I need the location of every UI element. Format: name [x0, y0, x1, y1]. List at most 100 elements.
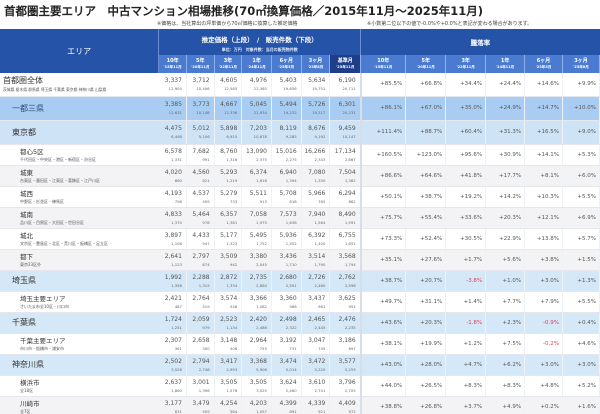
price-value: 6,301 — [338, 101, 356, 108]
listing-count: 765 — [318, 198, 326, 204]
price-value: 2,498 — [279, 315, 297, 323]
price-cell: 4,020 860 — [158, 165, 187, 187]
table-row: 横浜市 全18区 2,637 1,860 3,001 1,396 3,505 1,576 3,5… — [0, 375, 600, 397]
listing-count: 942 — [230, 261, 238, 267]
price-value: 4,605 — [220, 77, 238, 85]
listing-count: 495 — [202, 198, 210, 204]
listing-count: 9,192 — [314, 134, 326, 139]
price-note: ※価格は、当社算出の坪単価から70㎡価格に換算した推定価格 — [157, 21, 298, 27]
price-cell: 5,403 19,656 — [271, 73, 302, 97]
area-name: 城南 — [20, 211, 33, 219]
area-name: 城東 — [20, 169, 33, 177]
price-value: 4,976 — [249, 77, 267, 85]
change-rate-cell: +24.9% — [485, 96, 526, 121]
price-cell: 8,119 9,285 — [271, 120, 302, 145]
change-rate-cell: +1.2% — [445, 333, 487, 355]
area-name: 城西 — [20, 190, 33, 198]
change-rate-cell: +3.0% — [524, 354, 563, 376]
listing-count: 1,082 — [256, 303, 267, 309]
area-subtitle: 茨城県 栃木県 群馬県 埼玉県 千葉県 東京都 神奈川県 山梨県 — [3, 87, 107, 93]
area-cell: 埼玉県 — [0, 270, 159, 292]
listing-count: 2,486 — [256, 324, 267, 330]
area-header: エリア — [0, 29, 160, 73]
listing-count: 6,915 — [226, 134, 238, 139]
price-cell: 2,465 2,445 — [301, 312, 331, 334]
price-cell: 4,560 821 — [186, 165, 215, 187]
listing-count: 2,953 — [226, 366, 238, 372]
area-cell: 東京都 — [0, 120, 159, 145]
rate-col-header: 3年 '22年11月 — [445, 55, 487, 73]
price-value: 3,047 — [308, 336, 326, 344]
price-value: 6,578 — [164, 147, 182, 155]
price-value: 2,523 — [220, 315, 238, 323]
price-cell: 6,392 1,400 — [301, 228, 331, 250]
change-rate-cell: +86.6% — [360, 165, 407, 187]
change-rate-cell: +1.5% — [562, 249, 600, 271]
price-cell: 3,337 12,904 — [158, 73, 187, 97]
listing-count: 1,251 — [171, 324, 182, 330]
change-rate-cell: +9.0% — [562, 120, 600, 145]
price-value: 8,490 — [338, 210, 356, 218]
change-rate-cell: +26.8% — [405, 396, 447, 414]
area-name: 都心5区 — [20, 148, 44, 156]
listing-count: 1,381 — [226, 219, 238, 225]
area-cell: 城東 台東区・墨田区・江東区・葛飾区・江戸川区 — [0, 165, 159, 187]
price-value: 3,177 — [164, 399, 182, 407]
price-cell: 8,676 9,192 — [301, 120, 331, 145]
price-cell: 3,192 731 — [271, 333, 302, 355]
price-cell: 5,177 1,323 — [214, 228, 243, 250]
listing-count: 1,330 — [314, 177, 326, 183]
price-value: 3,368 — [249, 357, 267, 365]
price-value: 4,560 — [192, 168, 210, 176]
price-value: 16,266 — [304, 147, 326, 155]
price-value: 5,012 — [192, 125, 210, 132]
price-cell: 4,976 22,365 — [241, 73, 272, 97]
price-value: 3,186 — [338, 336, 356, 344]
price-cell: 7,682 991 — [186, 144, 215, 166]
change-rate-cell: +41.8% — [445, 165, 487, 187]
price-value: 3,474 — [279, 357, 297, 365]
listing-count: 5,906 — [256, 366, 267, 372]
price-value: 6,755 — [338, 231, 356, 239]
price-value: 3,436 — [279, 252, 297, 260]
listing-count: 546 — [230, 303, 238, 309]
price-value: 1,724 — [164, 315, 182, 323]
price-cell: 5,494 19,232 — [271, 96, 302, 121]
price-value: 3,624 — [279, 378, 297, 386]
change-rate-cell: +38.8% — [360, 396, 407, 414]
price-value: 15,016 — [275, 147, 297, 155]
change-rate-cell: +160.5% — [360, 144, 407, 166]
price-value: 3,360 — [279, 294, 297, 302]
listing-count: 509 — [202, 408, 210, 414]
listing-count: 1,576 — [226, 387, 238, 393]
listing-count: 706 — [174, 198, 182, 204]
change-rate-cell: +38.1% — [360, 333, 407, 355]
price-value: 2,680 — [279, 273, 297, 281]
page-title: 首都圏主要エリア 中古マンション相場推移(70㎡換算価格／2015年11月～20… — [4, 4, 484, 18]
price-cell: 3,472 5,220 — [301, 354, 331, 376]
area-name: 神奈川県 — [12, 360, 44, 369]
listing-count: 1,323 — [226, 240, 238, 246]
price-cell: 2,762 2,596 — [329, 270, 362, 292]
listing-count: 1,396 — [198, 387, 210, 393]
price-value: 3,380 — [249, 252, 267, 260]
listing-count: 1,123 — [171, 261, 182, 267]
price-cell: 9,459 10,147 — [329, 120, 362, 145]
listing-count: 1,591 — [344, 219, 356, 225]
price-cell: 3,148 408 — [214, 333, 243, 355]
area-cell: 横浜市 全18区 — [0, 375, 159, 397]
listing-count: 2,596 — [344, 282, 356, 288]
area-cell: 一都三県 — [0, 96, 159, 121]
change-rate-cell: +50.1% — [360, 186, 407, 208]
table-row: 城北 文京区・豊島区・北区・荒川区・板橋区・足立区 3,897 1,108 4,433 9… — [0, 228, 600, 250]
change-rate-cell: +3.0% — [562, 354, 600, 376]
area-cell: 川崎市 全7区 — [0, 396, 159, 414]
price-value: 3,385 — [164, 101, 182, 108]
price-col-header: 3ヶ月 '25年8月 — [301, 55, 331, 73]
price-cell: 4,399 891 — [271, 396, 302, 414]
listing-count: 2,322 — [285, 324, 297, 330]
area-name: 千葉主要エリア — [20, 337, 66, 345]
price-value: 2,421 — [164, 294, 182, 302]
price-cell: 2,794 2,748 — [186, 354, 215, 376]
price-value: 2,764 — [192, 294, 210, 302]
